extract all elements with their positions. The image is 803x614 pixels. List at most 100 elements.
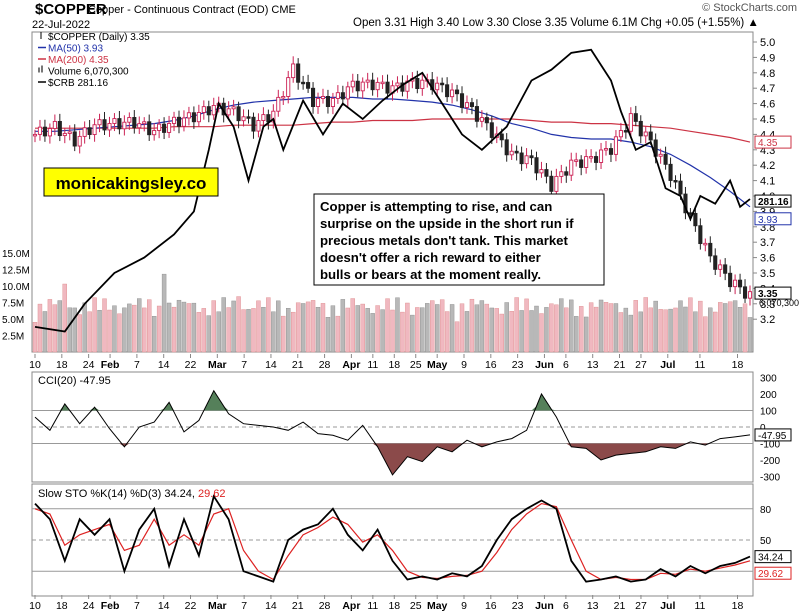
x-axis-bottom-label: 18 <box>56 600 68 612</box>
price-body <box>281 96 286 99</box>
ma50-value-label-box <box>754 212 792 226</box>
volume-value-label: 6,070,300 <box>759 298 799 308</box>
x-axis-bottom-label: 18 <box>732 600 744 612</box>
x-axis-bottom-label: 11 <box>694 600 705 612</box>
price-body <box>633 113 638 122</box>
price-body <box>435 82 440 91</box>
price-body <box>598 149 604 163</box>
x-axis-bottom-label: 21 <box>292 600 304 612</box>
x-axis-top-label: 16 <box>485 359 497 371</box>
volume-bar <box>405 302 410 353</box>
volume-bar <box>648 307 653 353</box>
x-axis-bottom-label: 22 <box>185 600 197 612</box>
volume-bar <box>360 303 365 353</box>
x-axis-top-label: 27 <box>635 359 647 371</box>
x-axis-bottom-label: 7 <box>134 600 140 612</box>
volume-bar <box>206 315 211 353</box>
price-body <box>708 242 713 257</box>
price-axis-label: 3.3 <box>760 299 775 311</box>
cci-axis-label: -200 <box>760 456 780 467</box>
volume-bar <box>449 304 455 353</box>
volume-bar <box>415 307 420 353</box>
stockcharts-brand: © StockCharts.com <box>702 2 797 14</box>
x-axis-top-label: 13 <box>587 359 599 371</box>
volume-bar <box>434 304 440 353</box>
cci-overbought-fill <box>35 390 750 411</box>
price-body <box>370 79 375 91</box>
legend-item: $COPPER (Daily) 3.35 <box>48 32 150 43</box>
price-body <box>375 81 380 91</box>
volume-bar <box>742 303 748 353</box>
price-body <box>738 279 743 288</box>
x-axis-top-label: 18 <box>56 359 68 371</box>
price-body <box>613 136 618 155</box>
x-axis-bottom-label: 9 <box>461 600 467 612</box>
legend-item: MA(50) 3.93 <box>48 44 103 55</box>
price-body <box>440 82 445 86</box>
volume-bar <box>385 298 390 353</box>
cci-axis-label: -100 <box>760 440 780 451</box>
x-axis-top-label: 18 <box>388 359 400 371</box>
volume-bar <box>524 298 529 353</box>
volume-bar <box>668 308 673 353</box>
volume-bar <box>67 307 72 353</box>
volume-bar <box>147 299 152 353</box>
volume-bar <box>137 298 142 353</box>
price-body <box>514 150 519 154</box>
annotation-text: bulls or bears at the moment really. <box>320 267 541 282</box>
price-body <box>246 116 251 119</box>
price-body <box>643 131 648 137</box>
volume-bar <box>132 304 137 353</box>
price-body <box>733 279 738 288</box>
price-body <box>72 131 77 147</box>
volume-bar <box>633 300 638 353</box>
sto-title: Slow STO %K(14) %D(3) 34.24, 29.62 <box>38 488 226 500</box>
x-axis-bottom-label: Jul <box>660 600 675 612</box>
volume-bar <box>534 305 539 353</box>
volume-bar <box>42 311 48 353</box>
x-axis-top-label: 10 <box>29 359 41 371</box>
price-body <box>454 89 460 95</box>
x-axis-bottom-label: 18 <box>388 600 400 612</box>
volume-bar <box>295 302 301 353</box>
volume-bar <box>608 303 614 353</box>
volume-axis-label: 15.0M <box>2 249 30 260</box>
price-body <box>554 175 559 192</box>
volume-bar <box>196 312 202 353</box>
price-body <box>306 82 311 89</box>
volume-bar <box>161 273 167 353</box>
x-axis-top-label: 7 <box>134 359 140 371</box>
volume-bar <box>554 304 559 353</box>
price-body <box>489 122 494 138</box>
brand-box <box>43 167 219 197</box>
volume-bar <box>425 303 430 353</box>
price-body <box>57 120 62 137</box>
price-axis-label: 4.6 <box>760 99 775 111</box>
exchange-text: CME <box>271 4 296 16</box>
x-axis-top-label: Jul <box>660 359 675 371</box>
ma200-value-label: 4.35 <box>758 138 778 149</box>
volume-bar <box>688 297 693 353</box>
price-body <box>688 212 693 215</box>
volume-bar <box>62 283 67 353</box>
price-body <box>747 291 753 299</box>
volume-bar <box>57 300 63 353</box>
price-body <box>499 133 504 141</box>
volume-axis-label: 7.5M <box>2 299 24 310</box>
x-axis-bottom-label: 24 <box>83 600 95 612</box>
volume-bar <box>226 307 231 353</box>
price-body <box>97 119 102 126</box>
price-body <box>549 175 554 192</box>
x-axis-top-label: 11 <box>367 359 378 371</box>
volume-bar <box>216 311 221 353</box>
price-body <box>534 157 539 174</box>
volume-bar <box>231 300 236 353</box>
price-body <box>167 123 172 133</box>
price-body <box>92 124 97 135</box>
volume-bar <box>271 311 276 353</box>
price-body <box>544 169 549 177</box>
price-body <box>668 163 673 181</box>
price-body <box>345 86 350 100</box>
volume-bar <box>47 299 53 353</box>
price-body <box>385 81 390 94</box>
